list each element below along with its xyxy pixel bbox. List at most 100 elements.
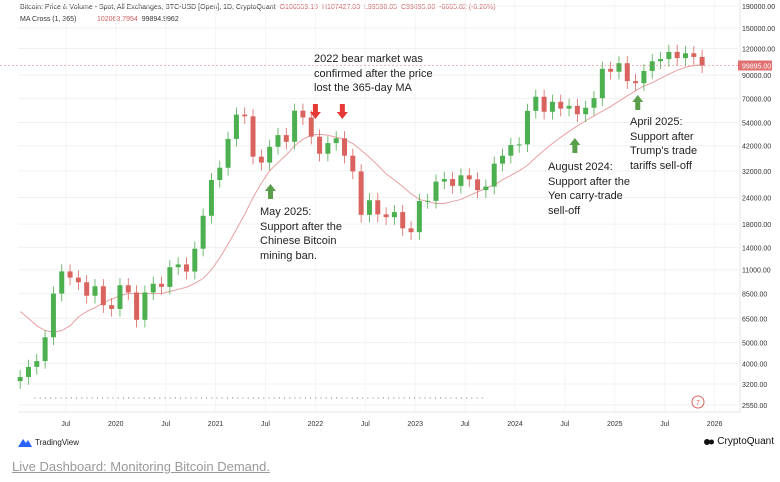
event-dot [242,397,244,399]
arrow-up-icon [632,95,644,110]
candle [134,292,140,320]
y-tick-label: 5000.00 [742,341,767,348]
event-dot [278,397,280,399]
event-dot [258,397,260,399]
candle [242,114,248,117]
candle [167,267,173,287]
event-dot [232,397,234,399]
ma-line [19,64,703,333]
event-dot [351,397,353,399]
candle [566,105,572,109]
live-dashboard-link[interactable]: Live Dashboard: Monitoring Bitcoin Deman… [12,459,270,474]
annotation-bear-market: 2022 bear market was confirmed after the … [314,53,433,94]
candle [84,282,90,296]
candle [524,110,530,145]
event-dot [440,397,442,399]
x-tick-label: Jul [461,421,470,428]
event-dot [304,397,306,399]
event-dot [65,397,67,399]
event-dot [216,397,218,399]
candle [583,107,589,115]
y-tick-label: 18000.00 [742,222,771,229]
candle [616,63,622,72]
event-dot [143,397,145,399]
candle [508,145,514,156]
y-tick-label: 150000.00 [742,26,775,33]
event-dot [336,397,338,399]
event-dot [122,397,124,399]
candle [67,271,73,278]
annotation-yen-carry: August 2024: Support after the Yen carry-t… [548,161,630,217]
event-dot [481,397,483,399]
candle [666,51,672,60]
candle [292,110,298,142]
event-dot [460,397,462,399]
event-dot [169,397,171,399]
candle [475,179,481,191]
event-dot [408,397,410,399]
event-dot [247,397,249,399]
event-dot [424,397,426,399]
candle [25,366,31,378]
event-dot [112,397,114,399]
candle [516,144,522,146]
candle [50,293,56,338]
candle [200,215,206,249]
y-tick-label: 14000.00 [742,245,771,252]
candle [649,61,655,71]
candle [533,96,539,111]
x-tick-label: 2026 [707,421,723,428]
candle [358,171,364,215]
cryptoquant-icon [704,438,715,445]
event-dot [206,397,208,399]
y-tick-label: 11000.00 [742,268,771,275]
event-dot [273,397,275,399]
candle [441,179,447,182]
x-tick-label: 2024 [507,421,523,428]
event-dot [362,397,364,399]
event-dot [60,397,62,399]
candle [34,361,40,367]
ohlc-close: C99895.00 [400,4,436,11]
candle [408,228,414,233]
event-dot [294,397,296,399]
y-tick-label: 190000.00 [742,4,775,11]
candle [125,285,131,293]
candle [549,101,555,112]
current-price-label: 99895.00 [742,64,771,71]
arrow-up-icon [264,184,276,199]
arrow-up-icon [569,138,581,153]
event-dot [133,397,135,399]
event-dot [102,397,104,399]
candle [175,264,181,268]
candle [383,214,389,218]
candle [483,186,489,191]
cryptoquant-logo: CryptoQuant [704,436,774,447]
event-dot [419,397,421,399]
x-tick-label: 2025 [607,421,623,428]
candle [250,116,256,157]
event-dot [388,397,390,399]
candle [300,110,306,118]
price-chart[interactable]: 190000.00 150000.00 120000.00 90000.00 70000… [0,0,780,435]
candle [624,63,630,82]
event-dot [128,397,130,399]
event-dot [44,397,47,399]
event-dot [81,397,83,399]
event-dot [393,397,395,399]
candle [658,59,664,62]
candle [608,68,614,72]
candle [208,179,214,216]
y-tick-label: 32000.00 [742,169,771,176]
candle [117,285,123,309]
event-dot [382,397,384,399]
event-dot [414,397,416,399]
y-tick-label: 70000.00 [742,96,771,103]
candle [342,138,348,156]
x-tick-label: Jul [61,421,70,428]
tradingview-logo[interactable]: TradingView [18,437,79,447]
candle [574,105,580,115]
event-dot [377,397,379,399]
event-dot [180,397,182,399]
candle [458,175,464,186]
